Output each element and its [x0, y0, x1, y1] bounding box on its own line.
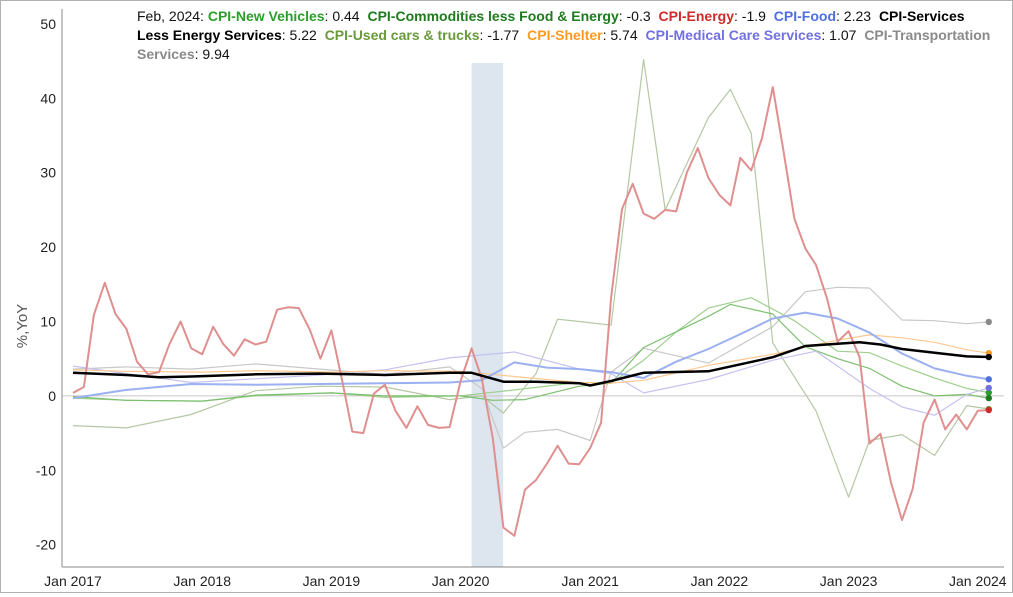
legend-entry: CPI-Food: 2.23	[774, 8, 871, 24]
legend-series-name: CPI-Medical Care Services	[645, 27, 822, 43]
x-tick-label: Jan 2017	[44, 573, 102, 589]
series-line-cpi-energy	[72, 86, 989, 537]
legend-series-value: : 2.23	[836, 8, 872, 24]
legend-series-value: : -0.3	[618, 8, 651, 24]
chart-legend: Feb, 2024: CPI-New Vehicles: 0.44 CPI-Co…	[137, 7, 997, 64]
series-end-dot-cpi-commodities-less-food-energy	[985, 394, 992, 402]
legend-series-name: CPI-Used cars & trucks	[324, 27, 480, 43]
series-line-cpi-used-cars-trucks	[72, 59, 989, 498]
y-tick-label: 40	[40, 90, 56, 106]
legend-entry: CPI-New Vehicles: 0.44	[208, 8, 360, 24]
series-end-dot-cpi-new-vehicles	[985, 389, 992, 396]
legend-series-name: CPI-Commodities less Food & Energy	[367, 8, 619, 24]
legend-series-name: CPI-New Vehicles	[207, 8, 325, 24]
legend-entry: CPI-Services Less Energy Services: 5.22	[137, 8, 965, 43]
x-tick-label: Jan 2021	[561, 573, 619, 589]
y-tick-label: -10	[36, 462, 56, 478]
series-end-dot-cpi-medical-care-services	[985, 384, 992, 392]
legend-series-name: CPI-Shelter	[527, 27, 603, 43]
legend-series-value: : 5.22	[281, 27, 317, 43]
x-tick-label: Jan 2022	[691, 573, 749, 589]
legend-series-value: : 0.44	[324, 8, 360, 24]
legend-entry: CPI-Transportation Services: 9.94	[137, 27, 990, 62]
legend-entry: CPI-Energy: -1.9	[659, 8, 766, 24]
y-tick-label: 20	[40, 239, 56, 255]
legend-series-value: : 9.94	[194, 46, 230, 62]
legend-date: Feb, 2024:	[137, 8, 204, 24]
y-tick-label: -20	[36, 537, 56, 553]
series-line-cpi-services-less-energy-services	[72, 341, 989, 387]
series-end-dot-cpi-services-less-energy-services	[985, 353, 992, 361]
series-end-dot-cpi-food	[985, 376, 992, 383]
series-line-cpi-medical-care-services	[72, 350, 989, 416]
legend-series-value: : 1.07	[821, 27, 857, 43]
y-tick-label: 30	[40, 165, 56, 181]
x-tick-label: Jan 2020	[432, 573, 490, 589]
series-line-cpi-food	[72, 311, 989, 400]
legend-entry: CPI-Commodities less Food & Energy: -0.3	[367, 8, 650, 24]
legend-series-name: CPI-Services Less Energy Services	[137, 8, 965, 43]
y-tick-label: 50	[40, 16, 56, 32]
legend-entry: CPI-Used cars & trucks: -1.77	[325, 27, 520, 43]
x-tick-label: Jan 2023	[820, 573, 878, 589]
y-axis-label: %,YoY	[14, 304, 31, 348]
legend-entry: CPI-Shelter: 5.74	[527, 27, 638, 43]
legend-series-name: CPI-Energy	[658, 8, 734, 24]
legend-series-value: : 5.74	[602, 27, 638, 43]
series-line-cpi-commodities-less-food-energy	[72, 303, 989, 402]
series-line-cpi-shelter	[72, 334, 989, 384]
series-end-dot-cpi-transportation-services	[985, 318, 992, 326]
legend-series-name: CPI-Transportation Services	[137, 27, 991, 62]
series-line-cpi-new-vehicles	[72, 297, 989, 402]
x-tick-label: Jan 2024	[949, 573, 1007, 589]
series-end-dot-cpi-energy	[985, 406, 992, 414]
y-tick-label: 10	[40, 313, 56, 329]
series-line-cpi-transportation-services	[72, 286, 989, 449]
legend-series-value: : -1.77	[479, 27, 520, 43]
x-tick-label: Jan 2018	[173, 573, 231, 589]
legend-series-name: CPI-Food	[773, 8, 837, 24]
legend-entry: CPI-Medical Care Services: 1.07	[646, 27, 857, 43]
x-tick-label: Jan 2019	[303, 573, 361, 589]
legend-series-value: : -1.9	[734, 8, 766, 24]
y-tick-label: 0	[48, 388, 56, 404]
